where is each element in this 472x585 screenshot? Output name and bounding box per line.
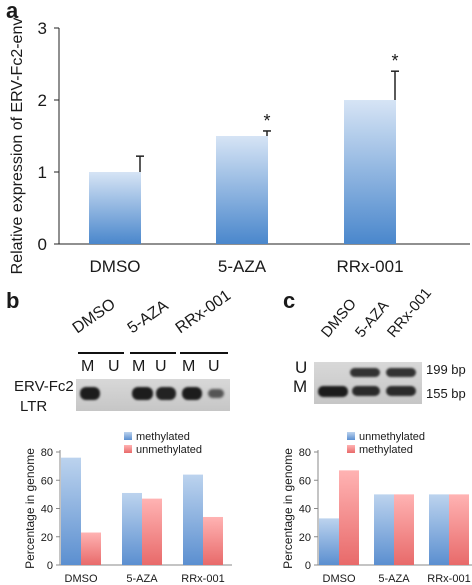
gel-band xyxy=(352,386,380,396)
gel-b-lane-label: M xyxy=(182,358,196,375)
chart-c-legend-swatch xyxy=(347,445,355,453)
gel-band xyxy=(156,387,176,400)
chart-b-bar-methylated xyxy=(122,492,142,565)
gel-band xyxy=(208,389,224,398)
gel-b-group-bar xyxy=(180,352,228,354)
gel-c-band-letter-u: U xyxy=(295,358,308,377)
gel-band xyxy=(386,368,416,377)
chart-c-legend-label: methylated xyxy=(359,444,413,456)
chart-a-y-tick-label: 0 xyxy=(38,235,47,254)
chart-b-legend-swatch xyxy=(124,445,132,453)
chart-b-y-tick-label: 60 xyxy=(41,475,53,487)
chart-a-bar xyxy=(216,136,268,244)
chart-b-bar-unmethylated xyxy=(81,532,101,565)
panel-letter-b: b xyxy=(6,288,20,313)
gel-band xyxy=(80,387,100,400)
chart-b-x-tick-label: RRx-001 xyxy=(181,573,224,585)
chart-c-y-tick-label: 0 xyxy=(305,560,311,572)
gel-b-lane-label: U xyxy=(155,358,167,375)
chart-b-legend-swatch xyxy=(124,432,132,440)
chart-b-y-tick-label: 20 xyxy=(41,532,53,544)
gel-b-row-label: ERV-Fc2 xyxy=(14,378,74,395)
chart-a-y-tick-label: 3 xyxy=(38,19,47,38)
chart-a-y-tick-label: 2 xyxy=(38,91,47,110)
chart-b-y-axis-label: Percentage in genome xyxy=(23,448,37,569)
chart-c-x-tick-label: 5-AZA xyxy=(378,573,410,585)
gel-b-group-bar xyxy=(78,352,124,354)
chart-a-y-tick-label: 1 xyxy=(38,163,47,182)
chart-c-legend-label: unmethylated xyxy=(359,431,425,443)
gel-b-row-label-2: LTR xyxy=(20,398,48,415)
chart-b-bar-methylated xyxy=(183,474,203,565)
gel-band xyxy=(182,387,202,400)
chart-c-y-tick-label: 40 xyxy=(299,504,311,516)
chart-c-bar-methylated xyxy=(339,470,359,565)
panel-letter-a: a xyxy=(6,0,19,23)
chart-c-x-tick-label: DMSO xyxy=(323,573,356,585)
chart-c-bar-unmethylated xyxy=(429,494,449,565)
chart-b-legend-label: methylated xyxy=(136,431,190,443)
chart-b-bar-methylated xyxy=(61,457,81,565)
gel-b-lane-label: M xyxy=(81,358,95,375)
chart-c-y-tick-label: 20 xyxy=(299,532,311,544)
gel-c-band-letter-m: M xyxy=(293,377,308,396)
chart-c-bar-unmethylated xyxy=(374,494,394,565)
chart-a-x-tick-label: 5-AZA xyxy=(218,257,267,276)
chart-b-y-tick-label: 80 xyxy=(41,447,53,459)
gel-band xyxy=(350,368,380,377)
chart-c-bar-methylated xyxy=(394,494,414,565)
gel-b-lane-label: M xyxy=(132,358,146,375)
chart-c-y-tick-label: 80 xyxy=(299,447,311,459)
chart-a-bar xyxy=(89,172,141,244)
chart-c-bar-methylated xyxy=(449,494,469,565)
chart-b-y-tick-label: 0 xyxy=(47,560,53,572)
gel-c-image xyxy=(314,362,422,404)
gel-band xyxy=(386,386,416,396)
chart-b-bar-unmethylated xyxy=(203,516,223,565)
chart-c-x-tick-label: RRx-001 xyxy=(427,573,470,585)
gel-band xyxy=(132,387,153,400)
chart-b-x-tick-label: DMSO xyxy=(65,573,98,585)
gel-b-lane-label: U xyxy=(208,358,220,375)
chart-a-x-tick-label: DMSO xyxy=(90,257,141,276)
chart-c-y-axis-label: Percentage in genome xyxy=(281,448,295,569)
chart-b-bar-unmethylated xyxy=(142,498,162,565)
chart-c-y-tick-label: 60 xyxy=(299,475,311,487)
gel-c-size-label-155: 155 bp xyxy=(426,386,466,401)
chart-a-y-axis-label: Relative expression of ERV-Fc2-env xyxy=(9,18,26,275)
panel-letter-c: c xyxy=(283,288,296,313)
chart-a-significance-star: * xyxy=(263,111,270,131)
gel-c-size-label-199: 199 bp xyxy=(426,362,466,377)
chart-a-x-tick-label: RRx-001 xyxy=(336,257,403,276)
chart-a-significance-star: * xyxy=(391,51,398,71)
gel-b-group-bar xyxy=(130,352,176,354)
chart-c-legend-swatch xyxy=(347,432,355,440)
chart-c-bar-unmethylated xyxy=(319,518,339,565)
chart-a-bar xyxy=(344,100,396,244)
gel-b-image xyxy=(76,379,230,411)
gel-b-lane-label: U xyxy=(108,358,120,375)
chart-b-y-tick-label: 40 xyxy=(41,504,53,516)
chart-b-legend-label: unmethylated xyxy=(136,444,202,456)
chart-b-x-tick-label: 5-AZA xyxy=(126,573,158,585)
gel-band xyxy=(318,386,348,397)
